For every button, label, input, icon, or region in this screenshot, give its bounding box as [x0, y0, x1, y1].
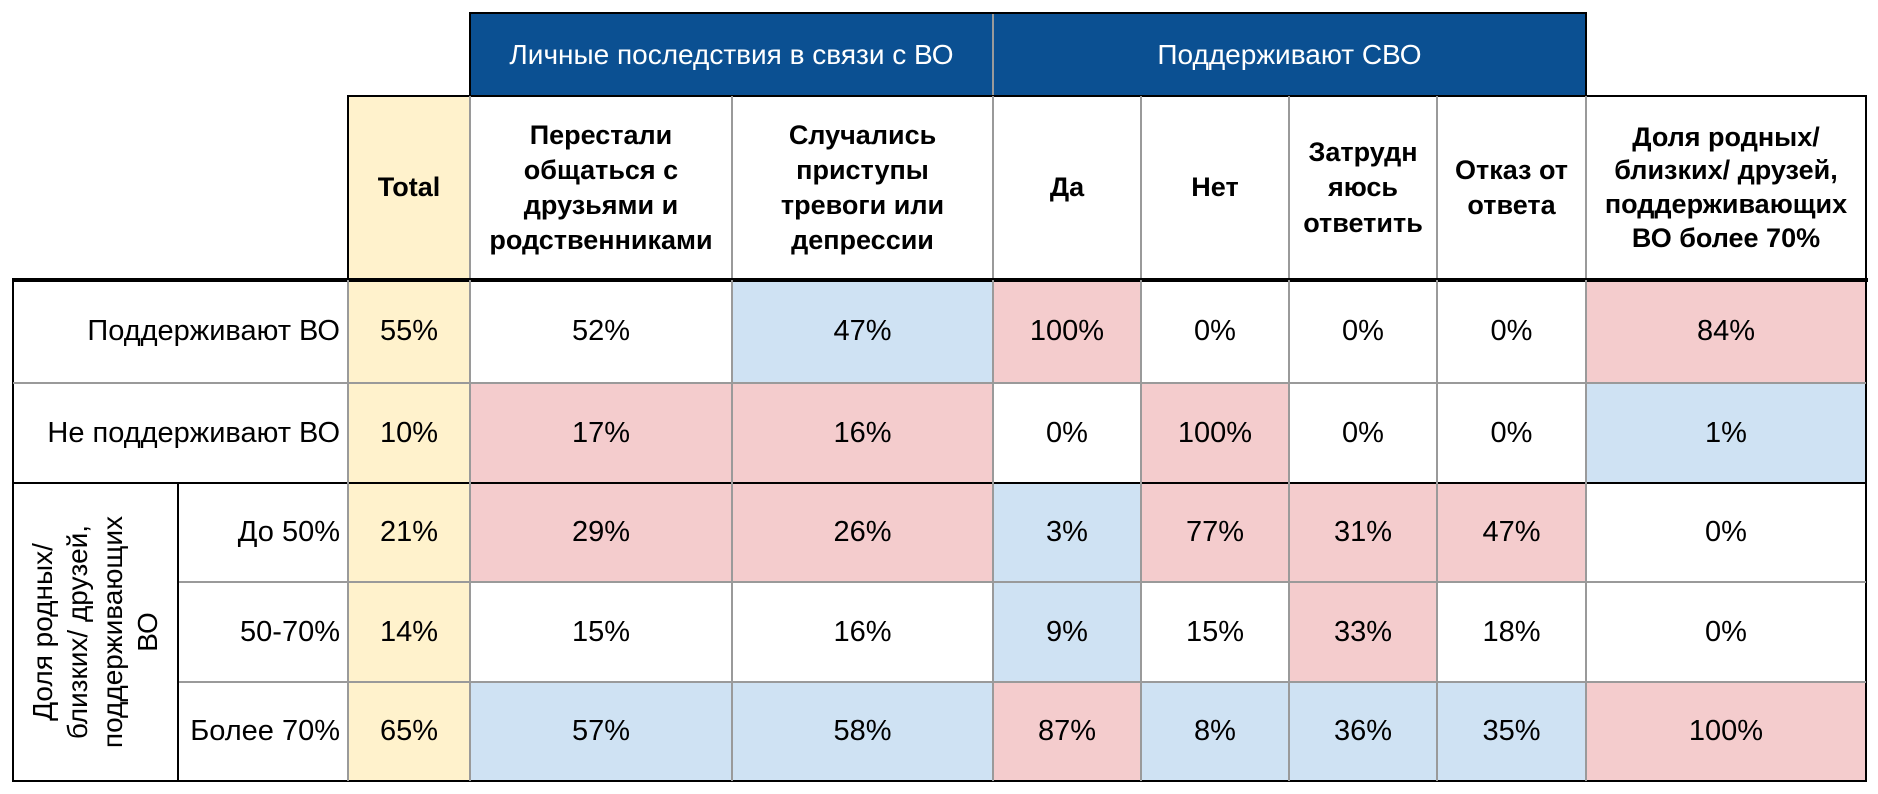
side-group-label-text: Доля родных/ близких/ друзей, поддержива… — [27, 515, 164, 749]
grid-line — [1436, 280, 1438, 781]
col-header-yes-text: Да — [1049, 172, 1085, 203]
border-line — [13, 482, 1866, 484]
value-cell: 3% — [993, 483, 1141, 582]
value-cell: 0% — [1046, 416, 1088, 449]
col-header-no: Нет — [1141, 96, 1289, 280]
value-cell: 0% — [1490, 416, 1533, 449]
border-line — [1865, 278, 1867, 782]
border-line — [12, 780, 1867, 782]
col-header-share-relatives: Доля родных/близких/ друзей, поддерживаю… — [1586, 96, 1866, 280]
col-header-stopped-text: Перестали общаться с друзьями и родствен… — [489, 119, 713, 256]
value-cell: 52% — [571, 315, 631, 348]
value-cell: 35% — [1437, 682, 1586, 781]
value-cell: 0% — [1194, 315, 1236, 348]
value-cell: 100% — [1141, 383, 1289, 483]
total-cell: 21% — [348, 483, 470, 582]
value-cell: 47% — [732, 280, 993, 383]
border-line — [1585, 12, 1587, 97]
value-cell: 33% — [1289, 582, 1437, 682]
row-label: Более 70% — [190, 715, 340, 748]
grid-line — [469, 96, 471, 280]
value-cell: 87% — [993, 682, 1141, 781]
value-cell: 9% — [993, 582, 1141, 682]
value-cell: 16% — [833, 615, 892, 648]
border-line — [347, 95, 349, 281]
group-header-personal-text: Личные последствия в связи с ВО — [509, 38, 954, 70]
grid-line — [1140, 96, 1142, 280]
total-cell: 10% — [348, 383, 470, 483]
border-line — [12, 278, 14, 782]
value-cell: 100% — [1586, 682, 1866, 781]
col-header-hard-to-say: Затрудн яюсь ответить — [1289, 96, 1437, 280]
value-cell: 1% — [1586, 383, 1866, 483]
col-header-share-relatives-text: Доля родных/близких/ друзей, поддерживаю… — [1604, 121, 1848, 253]
value-cell: 18% — [1482, 615, 1541, 648]
grid-line — [731, 96, 733, 280]
value-cell: 100% — [993, 280, 1141, 383]
grid-line — [347, 280, 349, 781]
value-cell: 26% — [732, 483, 993, 582]
grid-line — [992, 280, 994, 781]
grid-line — [1288, 96, 1290, 280]
row-label: 50-70% — [240, 615, 340, 648]
value-cell: 77% — [1141, 483, 1289, 582]
group-header-support-svo: Поддерживают СВО — [993, 13, 1586, 96]
col-header-no-text: Нет — [1191, 172, 1239, 203]
border-line — [177, 483, 179, 781]
grid-line — [992, 96, 994, 280]
value-cell: 16% — [732, 383, 993, 483]
col-header-total-text: Total — [377, 172, 441, 203]
col-header-anxiety: Случались приступы тревоги или депрессии — [732, 96, 993, 280]
value-cell: 0% — [1705, 516, 1747, 549]
row-label: До 50% — [237, 516, 340, 549]
side-group-label: Доля родных/ близких/ друзей, поддержива… — [13, 483, 178, 781]
total-cell: 55% — [348, 280, 470, 383]
total-cell: 65% — [348, 682, 470, 781]
value-cell: 8% — [1141, 682, 1289, 781]
row-label: Не поддерживают ВО — [47, 416, 340, 449]
row-label: Поддерживают ВО — [87, 315, 340, 348]
value-cell: 58% — [732, 682, 993, 781]
col-header-yes: Да — [993, 96, 1141, 280]
value-cell: 36% — [1289, 682, 1437, 781]
value-cell: 0% — [1705, 615, 1747, 648]
value-cell: 15% — [1185, 615, 1245, 648]
grid-line — [178, 581, 1866, 583]
col-header-anxiety-text: Случались приступы тревоги или депрессии — [780, 119, 945, 256]
value-cell: 0% — [1490, 315, 1533, 348]
grid-line — [469, 280, 471, 781]
group-header-personal: Личные последствия в связи с ВО — [470, 13, 993, 96]
border-line — [469, 12, 471, 97]
group-header-support-svo-text: Поддерживают СВО — [1157, 38, 1422, 70]
value-cell: 47% — [1437, 483, 1586, 582]
grid-line — [1140, 280, 1142, 781]
value-cell: 84% — [1586, 280, 1866, 383]
border-line — [347, 95, 1867, 97]
col-header-stopped: Перестали общаться с друзьями и родствен… — [470, 96, 732, 280]
border-line — [12, 278, 1868, 282]
grid-line — [1585, 96, 1587, 280]
value-cell: 57% — [470, 682, 732, 781]
border-line — [469, 12, 1587, 14]
value-cell: 0% — [1342, 416, 1384, 449]
value-cell: 17% — [470, 383, 732, 483]
grid-line — [731, 280, 733, 781]
value-cell: 31% — [1289, 483, 1437, 582]
value-cell: 29% — [470, 483, 732, 582]
col-header-refused: Отказ от ответа — [1437, 96, 1586, 280]
total-cell: 14% — [348, 582, 470, 682]
border-line — [1865, 95, 1867, 281]
grid-line — [178, 681, 1866, 683]
grid-line — [1585, 280, 1587, 781]
col-header-hard-to-say-text: Затрудн яюсь ответить — [1303, 137, 1423, 238]
grid-line — [1436, 96, 1438, 280]
value-cell: 0% — [1342, 315, 1384, 348]
col-header-total: Total — [348, 96, 470, 280]
grid-line — [1288, 280, 1290, 781]
col-header-refused-text: Отказ от ответа — [1454, 154, 1569, 220]
value-cell: 15% — [571, 615, 631, 648]
grid-line — [13, 382, 1866, 384]
grid-line — [992, 14, 994, 96]
